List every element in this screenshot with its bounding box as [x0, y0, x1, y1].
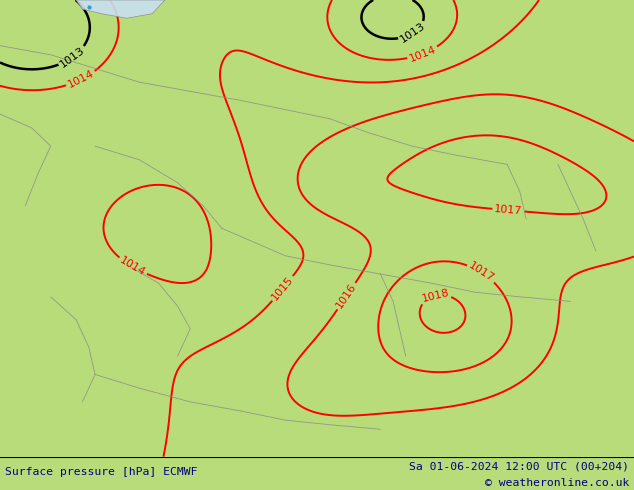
Text: 1017: 1017 — [494, 204, 523, 217]
Text: 1014: 1014 — [118, 255, 147, 278]
Text: 1018: 1018 — [420, 288, 450, 304]
Text: 1016: 1016 — [334, 282, 358, 311]
Text: 1014: 1014 — [408, 44, 437, 64]
Text: Surface pressure [hPa] ECMWF: Surface pressure [hPa] ECMWF — [5, 466, 198, 477]
Text: 1013: 1013 — [399, 21, 427, 45]
Text: © weatheronline.co.uk: © weatheronline.co.uk — [484, 478, 629, 489]
Text: 1015: 1015 — [270, 274, 295, 302]
Text: 1014: 1014 — [66, 69, 96, 90]
Text: 1013: 1013 — [58, 45, 87, 70]
Polygon shape — [76, 0, 165, 18]
Text: 1017: 1017 — [467, 261, 496, 284]
Text: Sa 01-06-2024 12:00 UTC (00+204): Sa 01-06-2024 12:00 UTC (00+204) — [409, 462, 629, 472]
